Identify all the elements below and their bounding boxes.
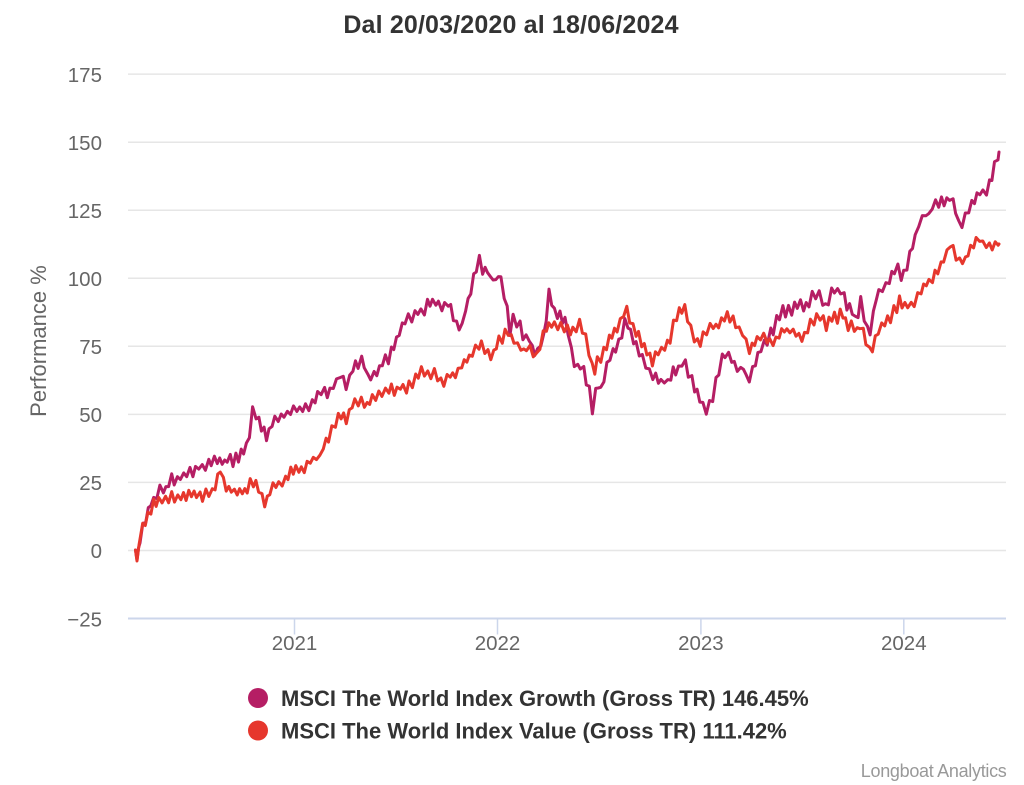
svg-text:Performance %: Performance % [26,265,51,417]
svg-text:2023: 2023 [678,632,724,655]
svg-text:100: 100 [68,268,102,291]
svg-text:2021: 2021 [272,632,318,655]
svg-text:−25: −25 [67,608,102,631]
svg-text:Longboat Analytics: Longboat Analytics [861,761,1007,781]
svg-text:0: 0 [91,540,102,563]
svg-text:175: 175 [68,64,102,87]
svg-text:75: 75 [79,336,102,359]
svg-text:25: 25 [79,472,102,495]
svg-text:125: 125 [68,200,102,223]
svg-text:150: 150 [68,132,102,155]
svg-text:2022: 2022 [475,632,521,655]
svg-text:MSCI The World Index Growth (G: MSCI The World Index Growth (Gross TR) 1… [281,686,809,711]
svg-text:2024: 2024 [881,632,927,655]
svg-text:50: 50 [79,404,102,427]
svg-text:MSCI The World Index Value (Gr: MSCI The World Index Value (Gross TR) 11… [281,719,787,744]
svg-text:Dal 20/03/2020 al 18/06/2024: Dal 20/03/2020 al 18/06/2024 [343,11,678,39]
